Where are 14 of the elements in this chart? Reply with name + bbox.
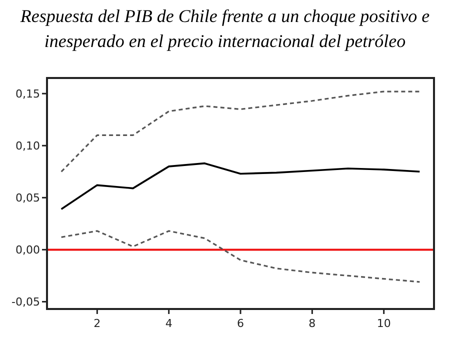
x-tick-label: 2 <box>94 317 101 330</box>
x-tick-label: 6 <box>237 317 244 330</box>
y-tick-label: -0,05 <box>12 296 40 309</box>
line-series <box>60 162 421 210</box>
y-tick-label: 0,15 <box>16 88 40 101</box>
y-tick-label: 0,05 <box>16 192 40 205</box>
x-tick-label: 4 <box>165 317 172 330</box>
x-tick-label: 10 <box>376 317 391 330</box>
line-series <box>60 230 420 283</box>
y-tick-label: 0,10 <box>16 140 40 153</box>
chart-title: Respuesta del PIB de Chile frente a un choque positivo e inesperado en el precio internacional del petróleo <box>19 6 430 51</box>
y-tick-label: 0,00 <box>16 244 40 257</box>
x-tick-label: 8 <box>308 317 316 330</box>
line-series <box>60 90 420 172</box>
